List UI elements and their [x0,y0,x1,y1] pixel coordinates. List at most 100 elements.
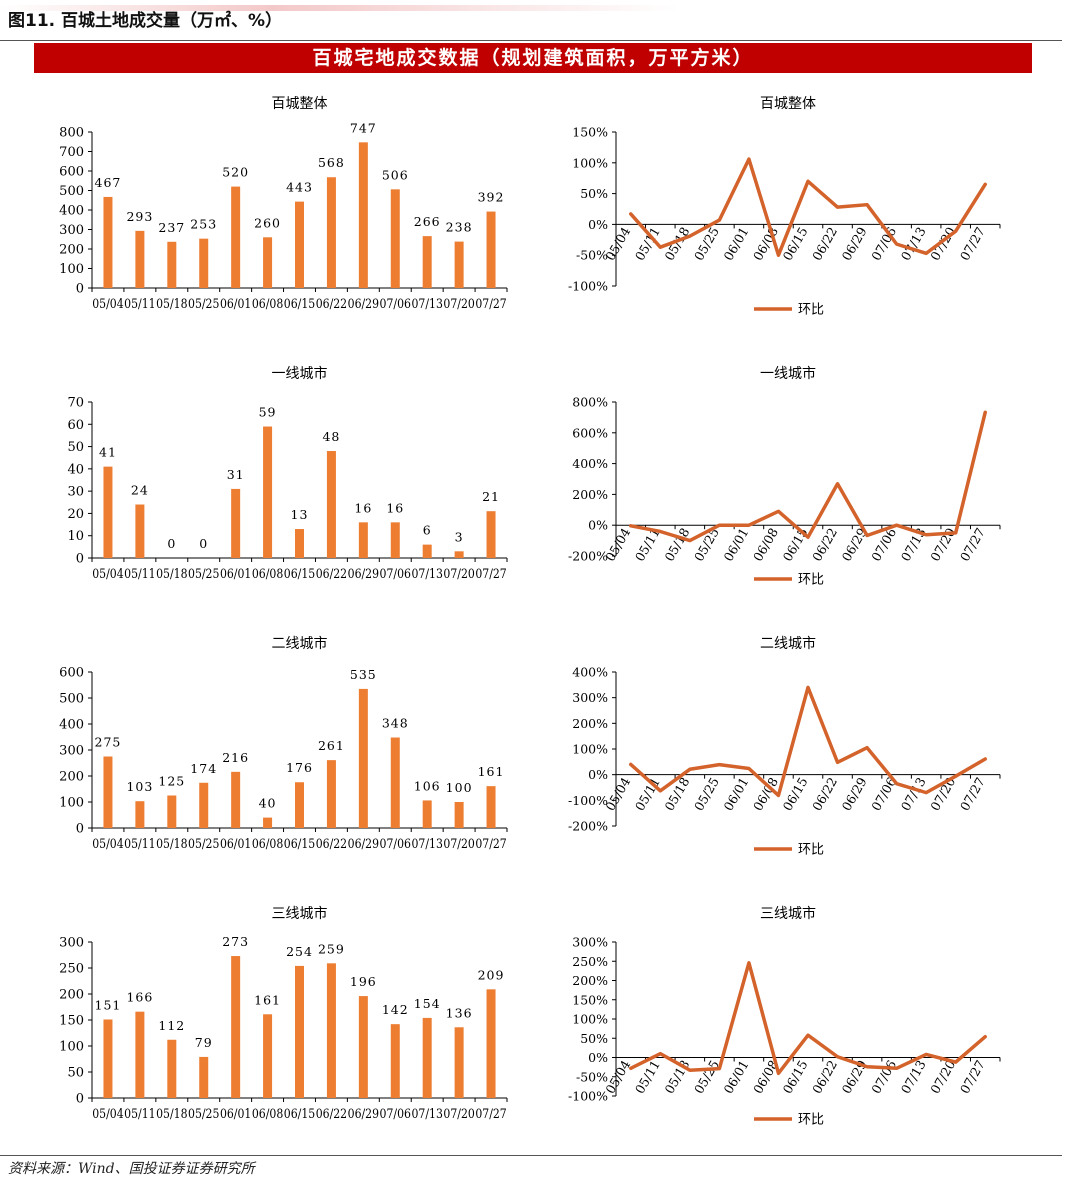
data-label: 79 [195,1035,213,1050]
x-tick-label: 07/27 [957,525,988,564]
y-tick-label: 500 [59,184,84,199]
bar [295,201,304,288]
x-tick-label: 06/29 [348,567,379,582]
y-tick-label: 200% [572,716,608,731]
bar [422,236,432,288]
data-label: 16 [354,500,372,515]
legend-label: 环比 [798,303,824,318]
x-tick-label: 07/20 [927,224,958,263]
x-tick-label: 06/08 [252,837,283,852]
data-label: 273 [222,934,249,949]
data-label: 48 [322,429,340,444]
bar [263,426,273,558]
x-tick-label: 07/13 [898,1057,929,1096]
bar [486,786,496,828]
y-tick-label: 0% [588,518,608,533]
data-label: 216 [222,750,249,765]
data-label: 443 [286,180,313,195]
x-tick-label: 06/01 [220,1107,251,1122]
x-tick-label: 07/20 [927,775,958,814]
x-tick-label: 07/27 [475,1107,506,1122]
bar [358,142,368,288]
y-tick-label: 0 [76,282,84,297]
chart-title: 百城整体 [760,96,816,112]
x-tick-label: 05/11 [124,1107,155,1122]
bar [454,241,464,288]
y-tick-label: 70 [67,396,84,411]
legend-label: 环比 [798,843,824,858]
bar [422,544,432,558]
line-chart-tier3: 三线城市 -100% -50% 0% 50% 100% 150% 200% 250% 300% 05… [568,905,1001,1128]
bar [295,965,304,1098]
bar [358,688,368,828]
x-tick-label: 06/22 [809,1058,840,1097]
y-tick-label: 200% [572,487,608,502]
x-tick-label: 07/06 [868,1057,899,1096]
chart-title: 三线城市 [760,905,816,922]
data-label: 142 [382,1002,409,1017]
x-tick-label: 06/29 [348,837,379,852]
y-tick-label: 100% [572,742,608,757]
x-tick-label: 05/18 [156,1107,187,1122]
y-tick-label: 100% [572,155,608,170]
y-tick-label: 30 [67,485,84,500]
y-tick-label: 0 [76,552,84,567]
x-tick-label: 06/08 [252,567,283,582]
data-label: 259 [318,941,345,956]
data-label: 106 [414,778,441,793]
bar [486,989,496,1098]
x-tick-label: 06/29 [839,224,870,263]
data-label: 100 [446,780,473,795]
y-tick-label: 0 [76,822,84,837]
data-label: 520 [222,165,249,180]
x-tick-label: 07/27 [957,775,988,814]
data-label: 209 [478,967,505,982]
x-tick-label: 05/11 [124,567,155,582]
x-tick-label: 07/13 [411,567,442,582]
y-tick-label: 200 [59,988,84,1003]
data-label: 275 [95,735,122,750]
bar [422,800,432,828]
y-tick-label: 0% [588,767,608,782]
bar [486,511,496,558]
y-tick-label: -50% [576,1069,608,1084]
bar [199,238,209,288]
bar [231,186,241,288]
bar [103,196,113,288]
data-label: 31 [227,467,245,482]
x-tick-label: 06/22 [809,525,840,564]
y-tick-label: -50% [576,248,608,263]
x-tick-label: 06/08 [750,525,781,564]
x-tick-label: 07/20 [443,837,474,852]
data-label: 154 [414,996,441,1011]
data-label: 260 [254,215,281,230]
series-line [629,961,987,1076]
x-tick-label: 07/13 [898,224,929,263]
y-tick-label: 250 [59,962,84,977]
x-tick-label: 06/01 [721,775,752,814]
x-tick-label: 05/04 [92,297,123,312]
bar [199,1056,209,1098]
y-tick-label: 10 [67,529,84,544]
bar [103,466,113,558]
x-tick-label: 07/20 [443,297,474,312]
y-tick-label: 800% [572,395,608,410]
y-tick-label: 20 [67,507,84,522]
bar [454,802,464,828]
x-tick-label: 07/06 [380,297,411,312]
y-tick-label: 100 [59,1040,84,1055]
y-tick-label: 300% [572,935,608,950]
y-tick-label: 600 [59,165,84,180]
chart-title: 三线城市 [272,905,328,922]
y-tick-label: 300% [572,690,608,705]
data-label: 506 [382,167,409,182]
bar [103,1019,113,1098]
bar [326,963,336,1098]
bar [295,529,304,558]
x-tick-label: 06/15 [284,297,315,312]
x-tick-label: 07/27 [475,297,506,312]
data-label: 13 [291,507,309,522]
y-tick-label: 0% [588,1050,608,1065]
y-tick-label: -100% [568,1089,608,1104]
x-tick-label: 06/15 [284,567,315,582]
